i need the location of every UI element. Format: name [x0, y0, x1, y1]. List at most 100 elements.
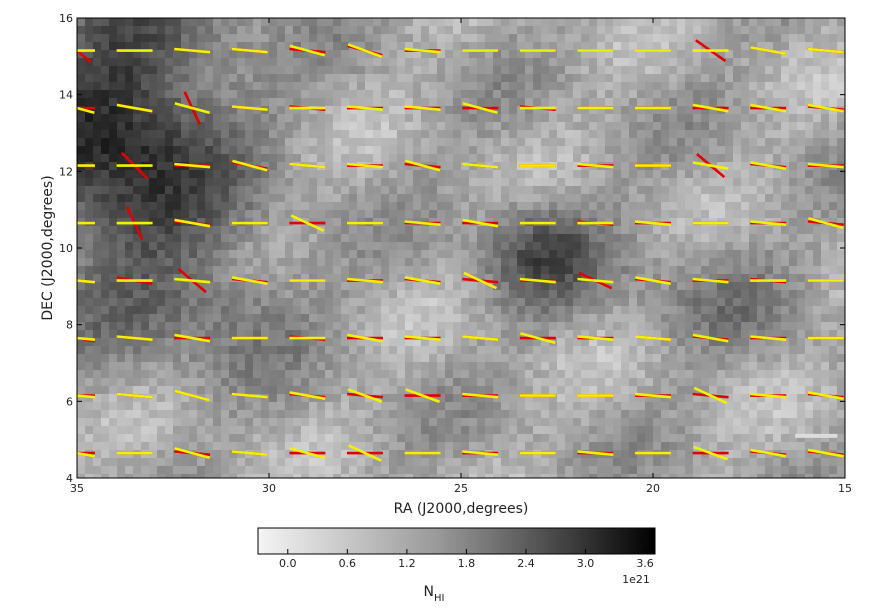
map-cell [509, 106, 518, 115]
map-cell [373, 154, 382, 163]
map-cell [605, 34, 614, 43]
map-cell [493, 298, 502, 307]
map-cell [565, 18, 574, 27]
map-cell [437, 122, 446, 131]
map-cell [285, 290, 294, 299]
map-cell [781, 346, 790, 355]
map-cell [661, 18, 670, 27]
map-cell [677, 378, 686, 387]
map-cell [157, 114, 166, 123]
map-cell [533, 298, 542, 307]
map-cell [565, 274, 574, 283]
map-cell [805, 234, 814, 243]
map-cell [277, 74, 286, 83]
map-cell [669, 410, 678, 419]
map-cell [173, 106, 182, 115]
map-cell [429, 114, 438, 123]
map-cell [725, 18, 734, 27]
map-cell [133, 122, 142, 131]
map-cell [581, 322, 590, 331]
map-cell [373, 330, 382, 339]
map-cell [821, 42, 830, 51]
map-cell [837, 250, 845, 259]
map-cell [741, 114, 750, 123]
map-cell [325, 330, 334, 339]
map-cell [477, 282, 486, 291]
map-cell [381, 338, 390, 347]
map-cell [125, 170, 134, 179]
map-cell [349, 178, 358, 187]
map-cell [373, 130, 382, 139]
map-cell [413, 298, 422, 307]
map-cell [685, 250, 694, 259]
map-cell [293, 298, 302, 307]
map-cell [453, 74, 462, 83]
map-cell [485, 386, 494, 395]
map-cell [285, 234, 294, 243]
map-cell [101, 98, 110, 107]
map-cell [365, 322, 374, 331]
map-cell [621, 66, 630, 75]
map-cell [805, 122, 814, 131]
map-cell [533, 138, 542, 147]
map-cell [261, 322, 270, 331]
map-cell [789, 178, 798, 187]
map-cell [797, 194, 806, 203]
map-cell [509, 282, 518, 291]
map-cell [637, 34, 646, 43]
map-cell [445, 186, 454, 195]
map-cell [173, 154, 182, 163]
map-cell [517, 114, 526, 123]
map-cell [141, 18, 150, 27]
map-cell [517, 394, 526, 403]
map-cell [669, 90, 678, 99]
map-cell [629, 82, 638, 91]
map-cell [333, 162, 342, 171]
map-cell [405, 402, 414, 411]
map-cell [525, 42, 534, 51]
map-cell [581, 42, 590, 51]
map-cell [77, 410, 86, 419]
map-cell [309, 34, 318, 43]
map-cell [685, 170, 694, 179]
map-cell [477, 202, 486, 211]
map-cell [797, 34, 806, 43]
map-cell [317, 330, 326, 339]
map-cell [301, 330, 310, 339]
map-cell [213, 298, 222, 307]
map-cell [437, 226, 446, 235]
map-cell [685, 146, 694, 155]
map-cell [453, 330, 462, 339]
map-cell [189, 202, 198, 211]
map-cell [173, 178, 182, 187]
map-cell [493, 74, 502, 83]
map-cell [789, 50, 798, 59]
map-cell [709, 338, 718, 347]
map-cell [269, 122, 278, 131]
map-cell [237, 386, 246, 395]
map-cell [837, 362, 845, 371]
map-cell [693, 418, 702, 427]
map-cell [149, 58, 158, 67]
map-cell [717, 202, 726, 211]
map-cell [637, 90, 646, 99]
map-cell [829, 338, 838, 347]
map-cell [685, 26, 694, 35]
map-cell [445, 306, 454, 315]
map-cell [525, 418, 534, 427]
map-cell [837, 26, 845, 35]
map-cell [829, 50, 838, 59]
map-cell [605, 354, 614, 363]
map-cell [301, 362, 310, 371]
map-cell [197, 266, 206, 275]
map-cell [597, 314, 606, 323]
map-cell [93, 418, 102, 427]
map-cell [613, 250, 622, 259]
map-cell [701, 146, 710, 155]
map-cell [805, 242, 814, 251]
map-cell [797, 50, 806, 59]
map-cell [221, 162, 230, 171]
map-cell [525, 234, 534, 243]
map-cell [613, 378, 622, 387]
map-cell [637, 266, 646, 275]
